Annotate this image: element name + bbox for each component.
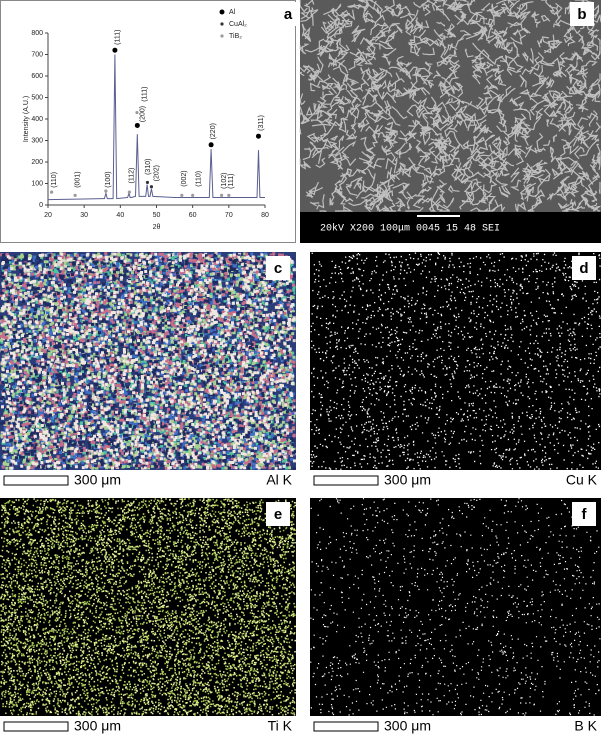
peak-label: (111)	[141, 86, 148, 101]
peak-label: (111)	[228, 174, 235, 189]
peak-marker	[135, 110, 139, 115]
scale-bar	[3, 721, 69, 732]
panel-letter: e	[274, 506, 282, 523]
peak-marker	[220, 193, 224, 197]
peak-marker	[255, 133, 261, 139]
y-tick-label: 500	[31, 94, 43, 101]
element-label: B K	[574, 718, 597, 734]
panel-frame	[0, 0, 296, 243]
peak-label: (220)	[210, 123, 217, 139]
map-image	[310, 252, 601, 470]
panel-letter-box	[570, 2, 594, 26]
peak-label: (002)	[181, 170, 188, 186]
map-image	[310, 498, 601, 716]
y-tick-label: 200	[31, 159, 43, 166]
peak-marker	[180, 193, 184, 197]
map-texture	[0, 252, 296, 470]
peak-marker	[149, 185, 154, 189]
panel-letter: b	[577, 6, 586, 23]
x-tick-label: 70	[225, 212, 233, 219]
peak-marker	[104, 189, 108, 193]
sem-caption-bar	[300, 212, 601, 243]
legend-marker	[219, 9, 225, 15]
map-texture	[0, 498, 296, 716]
map-texture	[0, 252, 296, 470]
peak-marker	[50, 190, 54, 194]
peak-label: (102)	[221, 173, 228, 189]
scale-label: 300 μm	[384, 472, 431, 488]
peak-marker	[134, 122, 140, 128]
xrd-line	[47, 54, 265, 201]
scale-bar	[313, 475, 379, 486]
legend-label: Al	[229, 9, 236, 16]
peak-marker	[191, 193, 195, 197]
map-texture	[310, 252, 601, 470]
y-tick-label: 100	[31, 180, 43, 187]
y-axis-label: Intensity (A.U.)	[23, 96, 30, 142]
panel-letter-box	[572, 256, 596, 280]
panel-letter-box	[572, 502, 596, 526]
peak-marker	[112, 47, 118, 53]
element-label: Cu K	[566, 472, 598, 488]
scale-label: 300 μm	[74, 718, 121, 734]
y-tick-label: 700	[31, 51, 43, 58]
peak-marker	[127, 190, 131, 194]
y-tick-label: 600	[31, 73, 43, 80]
x-axis-label: 2θ	[153, 224, 161, 231]
y-tick-label: 800	[31, 30, 43, 37]
peak-label: (001)	[74, 171, 81, 187]
map-texture	[0, 498, 296, 716]
panel-letter: d	[579, 260, 588, 277]
scale-label: 300 μm	[384, 718, 431, 734]
scale-bar	[3, 475, 69, 486]
legend-marker	[220, 34, 224, 38]
peak-label: (311)	[258, 115, 265, 131]
peak-label: (112)	[129, 168, 136, 184]
panel-letter: f	[582, 506, 588, 523]
peak-label: (110)	[196, 171, 203, 187]
element-label: Ti K	[268, 718, 293, 734]
map-texture	[0, 252, 296, 470]
peak-label: (111)	[114, 30, 121, 45]
peak-label: (200)	[140, 106, 147, 122]
peak-marker	[73, 193, 77, 197]
panel-letter-box	[266, 256, 290, 280]
panel-letter-box	[276, 2, 300, 26]
peak-marker	[145, 180, 150, 185]
x-tick-label: 40	[116, 212, 124, 219]
legend-label: CuAl₂	[229, 21, 247, 28]
peak-label: (310)	[145, 159, 152, 175]
peak-label: (110)	[51, 172, 58, 188]
x-tick-label: 80	[261, 212, 269, 219]
peak-marker	[227, 193, 231, 197]
map-texture	[0, 498, 296, 716]
x-tick-label: 30	[80, 212, 88, 219]
scale-bar	[313, 721, 379, 732]
legend-marker	[220, 22, 224, 26]
x-tick-label: 60	[189, 212, 197, 219]
peak-marker	[208, 142, 214, 148]
sem-caption: 20kV X200 100μm 0045 15 48 SEI	[320, 223, 500, 235]
panel-letter-box	[266, 502, 290, 526]
x-tick-label: 50	[153, 212, 161, 219]
panel-letter: c	[274, 260, 282, 277]
peak-label: (202)	[153, 165, 160, 181]
legend-label: TiB₂	[229, 33, 242, 40]
scale-label: 300 μm	[74, 472, 121, 488]
y-tick-label: 300	[31, 137, 43, 144]
y-tick-label: 400	[31, 116, 43, 123]
peak-label: (100)	[105, 171, 112, 187]
y-tick-label: 0	[39, 202, 43, 209]
element-label: Al K	[266, 472, 292, 488]
panel-letter: a	[284, 6, 293, 23]
sem-texture	[298, 0, 601, 213]
x-tick-label: 20	[44, 212, 52, 219]
